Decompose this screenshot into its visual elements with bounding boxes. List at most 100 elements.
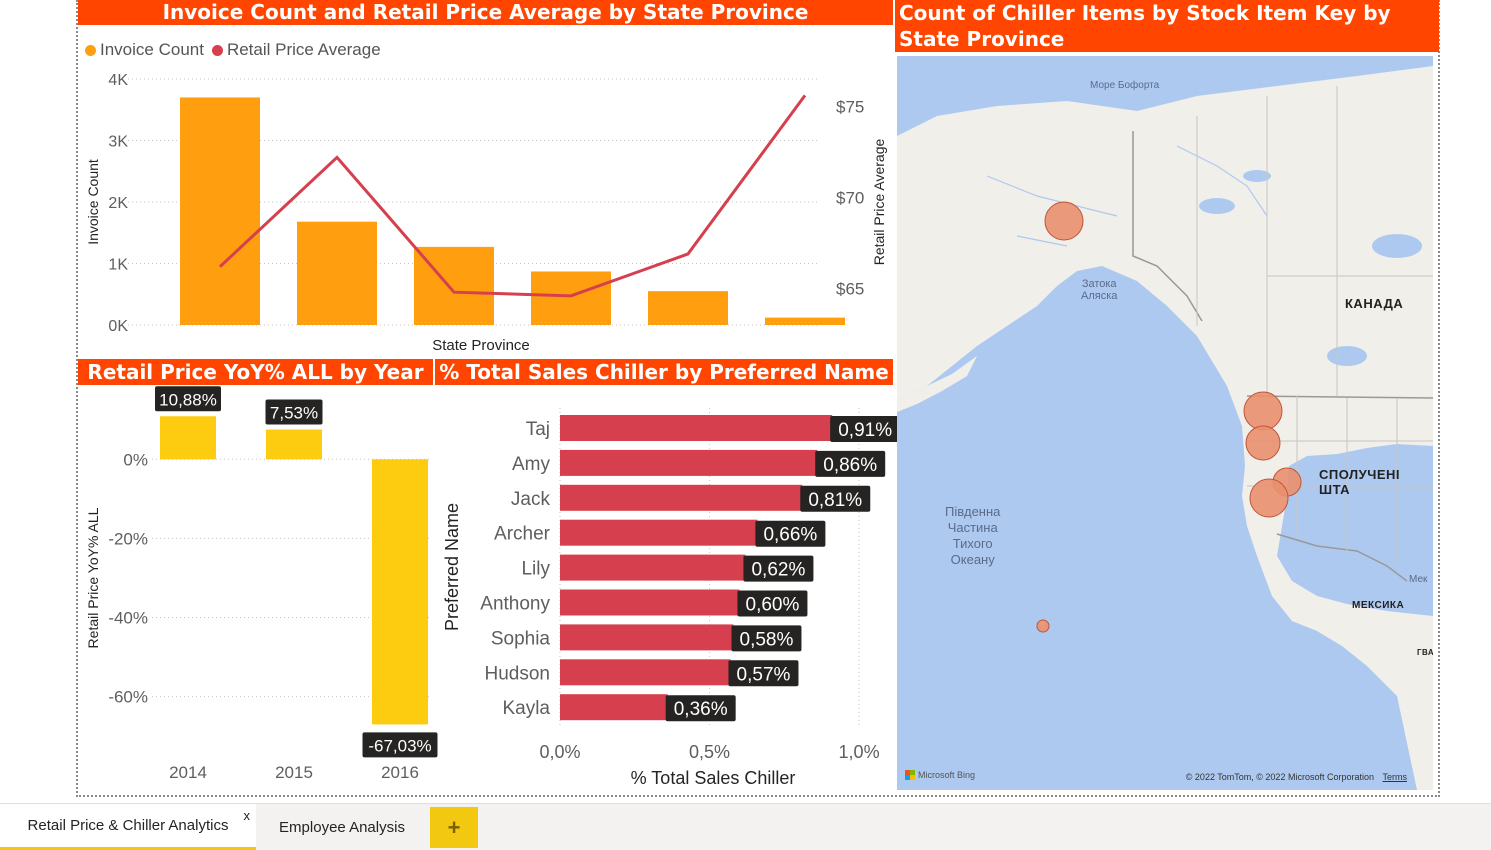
category-label: Sophia: [491, 628, 551, 649]
map-label-line: Аляска: [1081, 290, 1118, 302]
rivers: [986, 145, 1268, 247]
lake: [1327, 346, 1367, 366]
data-label: 0,81%: [808, 490, 862, 511]
y-tick-label: -60%: [108, 688, 148, 707]
invoice-chart: 4K 3K 2K 1K 0K $75 $70 $65 State Province Invo…: [85, 72, 887, 354]
map-label-line: Частина: [947, 520, 998, 535]
bing-attribution: Microsoft Bing: [905, 770, 975, 780]
yoy-chart: 10,88% 7,53% -67,03% 0% -20% -40% -60% 2014 20…: [85, 386, 438, 782]
data-label-background: [815, 450, 886, 477]
data-label: 7,53%: [270, 404, 318, 423]
legend-dot-icon: [211, 44, 223, 56]
chiller-bar: [560, 449, 818, 476]
map-label-gulf-of-alaska: Затока Аляска: [1081, 276, 1117, 304]
invoice-y-axis-label-right: Retail Price Average: [871, 138, 887, 265]
microsoft-logo-icon: [905, 770, 915, 780]
invoice-chart-title: Invoice Count and Retail Price Average b…: [78, 0, 893, 25]
y-tick-label-right: $70: [836, 188, 864, 207]
data-label-background: [737, 590, 808, 617]
data-label: 0,86%: [823, 455, 877, 476]
chiller-bar: [560, 659, 731, 686]
lake: [1199, 198, 1235, 214]
data-label: 0,57%: [737, 664, 791, 685]
invoice-chart-legend: Invoice Count Retail Price Average: [85, 40, 389, 60]
chiller-bar: [560, 415, 833, 441]
map-label-mexico-sea: Мек: [1409, 574, 1428, 585]
province-lines: [1196, 86, 1433, 396]
x-tick-label: 2014: [169, 763, 207, 782]
map-label-guatemala: ГВА: [1417, 648, 1433, 657]
map-label-pacific: Південна Частина Тихого Океану: [945, 504, 1000, 568]
category-label: Jack: [511, 489, 551, 510]
tab-label: Employee Analysis: [279, 819, 405, 836]
x-tick-label: 0,0%: [539, 742, 580, 762]
border-usa-mexico: [1276, 533, 1408, 582]
map-base: [897, 66, 1433, 790]
chiller-chart: 0,91% 0,86% 0,81% 0,66% 0,62% 0,60% 0,58% 0,57%…: [442, 408, 901, 788]
yoy-chart-title: Retail Price YoY% ALL by Year: [78, 359, 433, 385]
retail-price-average-line: [218, 94, 807, 298]
map-label-usa: СПОЛУЧЕНІ ШТА: [1319, 467, 1401, 497]
data-label: 0,91%: [838, 420, 892, 441]
chiller-bar: [560, 624, 734, 651]
map-title: Count of Chiller Items by Stock Item Key…: [895, 0, 1439, 52]
chiller-bar: [560, 554, 746, 581]
map-credits: © 2022 TomTom, © 2022 Microsoft Corporat…: [1186, 772, 1407, 782]
y-tick-label-right: $75: [836, 97, 864, 116]
map-terms-link[interactable]: Terms: [1382, 772, 1408, 782]
y-tick-label-right: $65: [836, 280, 864, 299]
data-label: 10,88%: [159, 390, 217, 409]
page-tab-bar: Retail Price & Chiller Analytics x Emplo…: [0, 803, 1491, 850]
data-label-background: [155, 386, 221, 412]
data-label: -67,03%: [368, 736, 431, 755]
yoy-bar: [160, 416, 216, 460]
x-tick-label: 2015: [275, 763, 313, 782]
y-tick-label-left: 3K: [108, 134, 128, 151]
north-america-land: [897, 66, 1433, 790]
lake: [1243, 170, 1271, 182]
data-label-background: [800, 485, 871, 512]
category-label: Hudson: [485, 663, 551, 684]
legend-label: Invoice Count: [100, 40, 204, 59]
category-label: Anthony: [480, 594, 550, 615]
tab-employee-analysis[interactable]: Employee Analysis: [256, 804, 428, 850]
add-page-button[interactable]: +: [430, 807, 478, 848]
category-label: Lily: [521, 559, 550, 580]
category-label: Taj: [526, 419, 550, 440]
yoy-bar: [372, 459, 428, 725]
close-icon[interactable]: x: [243, 808, 251, 823]
lake: [1372, 234, 1422, 258]
legend-label: Retail Price Average: [226, 40, 381, 59]
map-bubble: [1044, 201, 1084, 241]
bing-label: Microsoft Bing: [918, 770, 976, 780]
invoice-count-bar: [180, 97, 260, 325]
map-visual[interactable]: Море Бофорта Затока Аляска КАНАДА СПОЛУЧ…: [897, 56, 1433, 790]
tab-label: Retail Price & Chiller Analytics: [27, 817, 229, 834]
invoice-count-bar: [297, 221, 377, 325]
map-label-canada: КАНАДА: [1345, 296, 1404, 311]
invoice-count-bar: [765, 317, 845, 325]
y-tick-label: -40%: [108, 609, 148, 628]
state-lines: [1247, 396, 1433, 566]
chiller-y-axis-label: Preferred Name: [442, 503, 462, 631]
map-label-mexico: МЕКСИКА: [1352, 600, 1405, 611]
y-tick-label: 0%: [123, 450, 148, 469]
map-bubble: [1249, 478, 1289, 518]
map-label-line: Південна: [945, 504, 1001, 519]
chiller-bar: [560, 484, 803, 511]
legend-item-invoice-count[interactable]: Invoice Count: [85, 40, 204, 60]
map-label-line: Океану: [950, 552, 995, 567]
map-bubble: [1245, 425, 1281, 461]
alaska-peninsula: [897, 356, 977, 412]
map-copyright: © 2022 TomTom, © 2022 Microsoft Corporat…: [1185, 772, 1374, 782]
plus-icon: +: [447, 814, 461, 840]
data-label-background: [265, 399, 323, 425]
invoice-count-bar: [648, 291, 728, 325]
tab-retail-price-chiller-analytics[interactable]: Retail Price & Chiller Analytics x: [0, 804, 256, 850]
border-alaska-canada: [1132, 131, 1203, 322]
legend-item-retail-price-average[interactable]: Retail Price Average: [211, 40, 381, 60]
y-tick-label-left: 4K: [108, 72, 128, 89]
chiller-bar: [560, 519, 758, 546]
data-label-background: [728, 660, 799, 687]
